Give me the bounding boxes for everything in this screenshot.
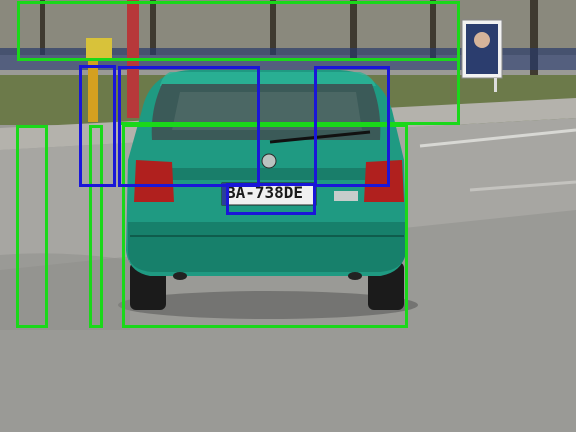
bbox-license-plate — [226, 183, 316, 215]
bbox-car — [122, 124, 408, 328]
bbox-pole-left — [16, 125, 48, 328]
bbox-street-area — [120, 1, 460, 125]
road-marking — [419, 128, 576, 148]
rear-bumper — [128, 222, 406, 272]
billboard-portrait — [466, 24, 498, 74]
yellow-sign — [86, 38, 112, 58]
model-badge — [334, 191, 358, 201]
bbox-rear-window-left — [118, 66, 260, 187]
license-plate-text: BA-738DE — [226, 183, 304, 202]
bbox-pole-center — [89, 125, 103, 328]
car-emblem — [261, 153, 277, 169]
bbox-sign-post — [79, 65, 116, 187]
bbox-rear-window-right — [314, 66, 390, 187]
yellow-post — [88, 60, 98, 122]
right-tail-light — [364, 160, 404, 202]
left-tail-light — [134, 160, 174, 202]
tree-trunks — [40, 0, 538, 78]
